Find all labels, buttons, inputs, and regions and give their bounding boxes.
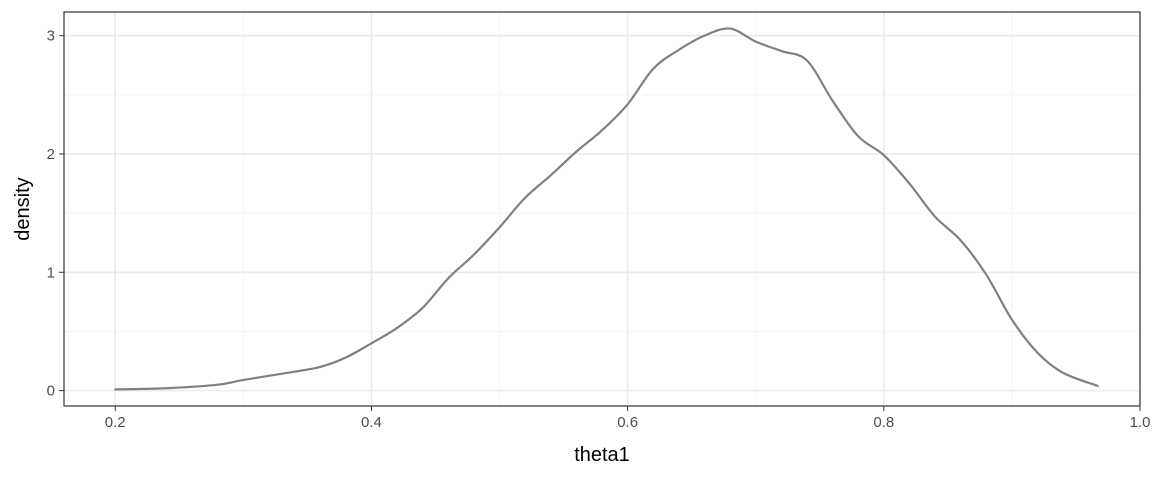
x-tick-label: 1.0 [1130, 414, 1151, 431]
panel-border [63, 11, 1141, 407]
y-tick-label: 2 [47, 146, 55, 163]
x-tick-label: 0.2 [105, 414, 126, 431]
series-layer [114, 27, 1099, 391]
x-tick-label: 0.4 [361, 414, 382, 431]
x-tick-label: 0.6 [617, 414, 638, 431]
grid-lines [64, 12, 1141, 406]
x-axis-title: theta1 [574, 444, 630, 466]
y-tick-label: 1 [47, 264, 55, 281]
y-axis-title: density [12, 177, 34, 240]
density-line [114, 27, 1099, 391]
y-tick-label: 3 [47, 28, 55, 45]
axis-ticks: 0.2 0.4 0.6 0.8 1.0 0 1 2 3 [47, 28, 1151, 431]
x-tick-label: 0.8 [873, 414, 894, 431]
y-tick-label: 0 [47, 383, 55, 400]
